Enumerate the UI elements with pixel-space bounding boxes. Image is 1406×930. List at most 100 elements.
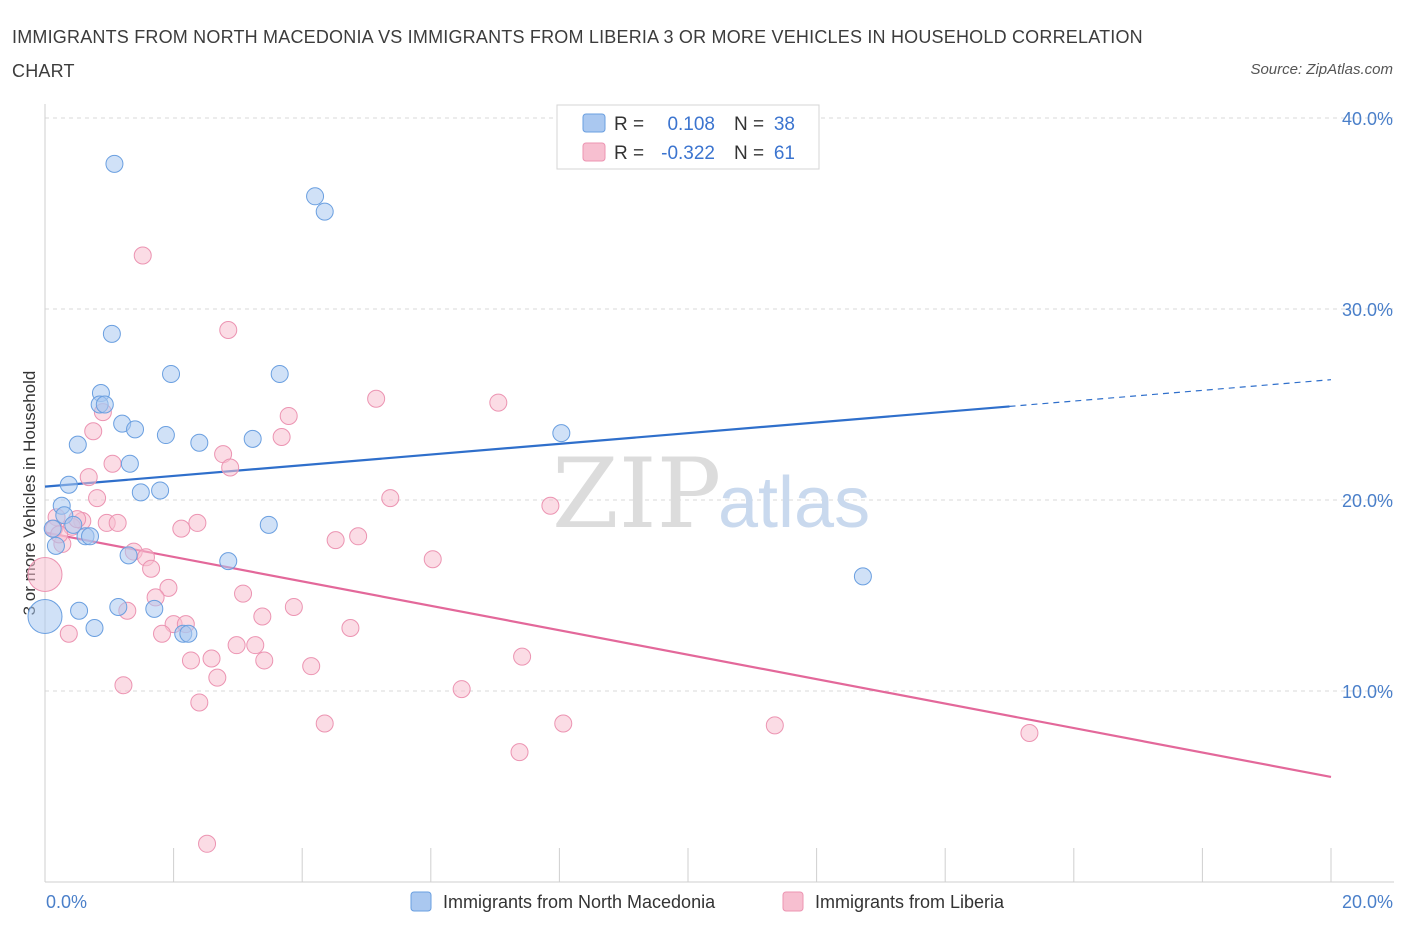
data-point-liberia <box>765 716 784 735</box>
legend-n-label: N = <box>734 143 764 164</box>
data-point-liberia <box>234 584 253 603</box>
data-point-north-macedonia <box>64 515 83 534</box>
data-point-north-macedonia <box>145 599 164 618</box>
data-point-north-macedonia <box>120 454 139 473</box>
data-point-liberia <box>315 714 334 733</box>
data-point-liberia <box>541 496 560 515</box>
data-point-liberia <box>255 651 274 670</box>
data-point-liberia <box>1020 724 1039 743</box>
legend-r-value: 0.108 <box>667 114 715 135</box>
x-tick-label: 20.0% <box>1342 892 1393 912</box>
legend-n-label: N = <box>734 114 764 135</box>
chart-title: IMMIGRANTS FROM NORTH MACEDONIA VS IMMIG… <box>12 27 1143 81</box>
data-point-liberia <box>159 578 178 597</box>
tick-labels: 10.0% 20.0% 30.0% 40.0% 0.0% 20.0% <box>46 109 1393 912</box>
data-point-liberia <box>554 714 573 733</box>
stats-legend: R = 0.108 N = 38 R = -0.322 N = 61 <box>556 104 820 170</box>
data-point-north-macedonia <box>126 420 145 439</box>
trend-lines <box>44 379 1332 779</box>
data-point-liberia <box>88 489 107 508</box>
data-point-north-macedonia <box>853 567 872 586</box>
data-point-liberia <box>202 649 221 668</box>
watermark-zip: ZIP <box>552 438 721 550</box>
data-point-liberia <box>272 427 291 446</box>
gridlines <box>45 117 1394 692</box>
data-point-north-macedonia <box>162 364 181 383</box>
legend-n-value: 61 <box>774 143 795 164</box>
legend-swatch-pink <box>582 142 606 162</box>
data-point-liberia <box>227 636 246 655</box>
y-axis-label: 3 or more Vehicles in Household <box>20 371 39 616</box>
y-tick-label: 30.0% <box>1342 300 1393 320</box>
data-point-liberia <box>221 458 240 477</box>
data-point-north-macedonia <box>243 429 262 448</box>
source-label: Source: ZipAtlas.com <box>1250 61 1393 78</box>
data-point-liberia <box>513 647 532 666</box>
data-point-liberia <box>103 454 122 473</box>
legend-swatch-blue <box>582 113 606 133</box>
data-point-north-macedonia <box>105 154 124 173</box>
data-point-liberia <box>108 513 127 532</box>
watermark-atlas: atlas <box>718 463 870 543</box>
data-point-liberia <box>367 389 386 408</box>
data-point-liberia <box>142 559 161 578</box>
data-point-north-macedonia <box>119 546 138 565</box>
data-point-liberia <box>381 489 400 508</box>
data-point-liberia <box>59 624 78 643</box>
legend-r-label: R = <box>614 114 644 135</box>
legend-swatch-north-macedonia <box>410 891 432 912</box>
data-point-north-macedonia <box>46 536 65 555</box>
data-point-liberia <box>190 693 209 712</box>
data-point-north-macedonia <box>315 202 334 221</box>
x-tick-label: 0.0% <box>46 892 87 912</box>
data-point-north-macedonia <box>190 433 209 452</box>
axes <box>44 104 1394 883</box>
data-point-north-macedonia <box>179 624 198 643</box>
data-point-liberia <box>198 834 217 853</box>
data-point-liberia <box>253 607 272 626</box>
data-point-liberia <box>172 519 191 538</box>
trend-line-north-macedonia-extension <box>1009 379 1332 408</box>
data-point-north-macedonia <box>27 599 63 635</box>
data-point-north-macedonia <box>151 481 170 500</box>
data-point-north-macedonia <box>109 597 128 616</box>
data-point-liberia <box>349 527 368 546</box>
data-point-liberia <box>452 680 471 699</box>
legend-n-value: 38 <box>774 114 795 135</box>
data-point-north-macedonia <box>131 483 150 502</box>
data-point-liberia <box>489 393 508 412</box>
data-point-liberia <box>219 321 238 340</box>
data-point-north-macedonia <box>85 618 104 637</box>
data-point-north-macedonia <box>81 527 100 546</box>
legend-r-value: -0.322 <box>661 143 715 164</box>
legend-swatch-liberia <box>782 891 804 912</box>
y-tick-label: 10.0% <box>1342 682 1393 702</box>
y-tick-label: 40.0% <box>1342 109 1393 129</box>
data-point-liberia <box>188 513 207 532</box>
trend-line-liberia <box>44 531 1332 779</box>
legend-label-north-macedonia: Immigrants from North Macedonia <box>443 892 716 912</box>
data-point-liberia <box>302 657 321 676</box>
data-point-liberia <box>510 743 529 762</box>
data-point-liberia <box>341 618 360 637</box>
data-point-liberia <box>27 556 63 592</box>
data-point-liberia <box>423 550 442 569</box>
data-point-liberia <box>284 597 303 616</box>
data-point-north-macedonia <box>219 552 238 571</box>
data-point-north-macedonia <box>552 424 571 443</box>
data-point-north-macedonia <box>59 475 78 494</box>
data-point-north-macedonia <box>259 515 278 534</box>
data-point-north-macedonia <box>156 426 175 445</box>
data-point-liberia <box>79 468 98 487</box>
series-legend: Immigrants from North Macedonia Immigran… <box>410 891 1005 912</box>
trend-line-north-macedonia <box>44 405 1010 488</box>
legend-label-liberia: Immigrants from Liberia <box>815 892 1005 912</box>
data-points <box>27 154 1039 853</box>
data-point-liberia <box>208 668 227 687</box>
data-point-liberia <box>114 676 133 695</box>
data-point-liberia <box>181 651 200 670</box>
data-point-north-macedonia <box>102 324 121 343</box>
watermark: ZIP atlas <box>552 438 870 550</box>
legend-r-label: R = <box>614 143 644 164</box>
